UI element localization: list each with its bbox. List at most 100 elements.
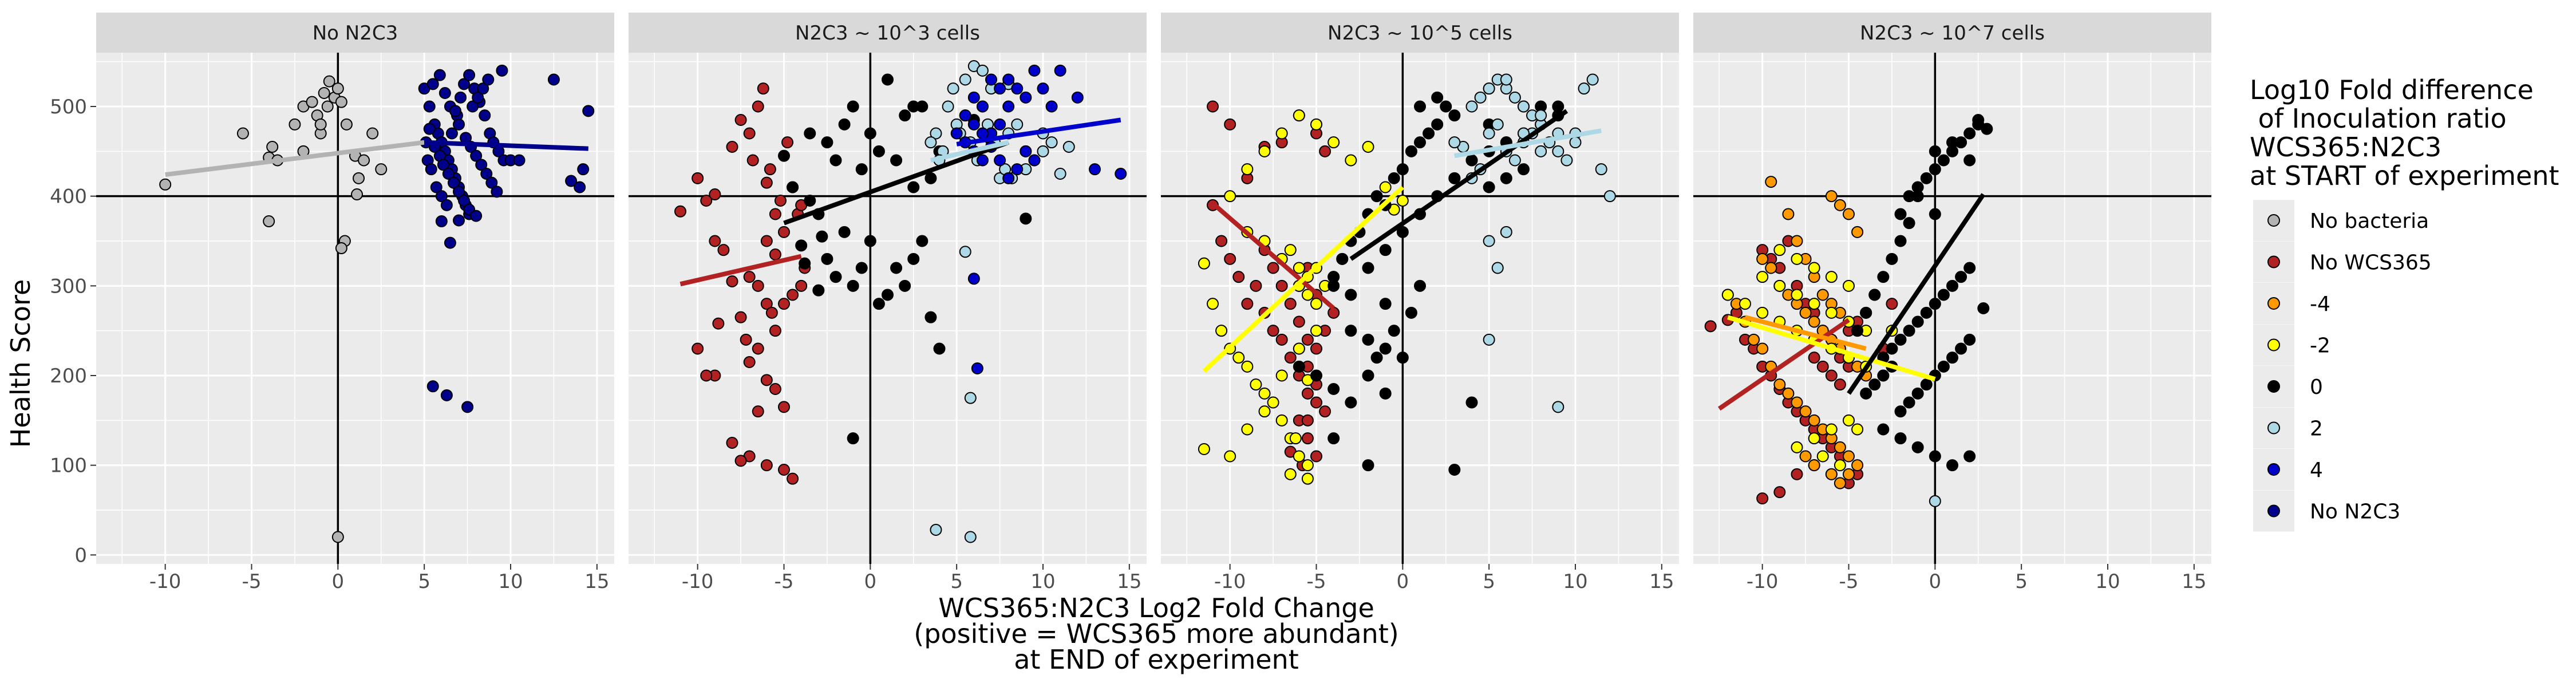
x-tick-label: -10 bbox=[1747, 570, 1779, 593]
data-point bbox=[1345, 325, 1357, 337]
data-point bbox=[472, 91, 484, 104]
data-point bbox=[1799, 306, 1812, 319]
data-point bbox=[855, 262, 868, 274]
data-point bbox=[1877, 423, 1890, 436]
data-point bbox=[1037, 82, 1049, 95]
data-point bbox=[1045, 100, 1058, 113]
data-point bbox=[882, 73, 894, 86]
data-point bbox=[821, 136, 833, 149]
data-point bbox=[1483, 333, 1495, 346]
data-point bbox=[470, 210, 483, 222]
panel-2: N2C3 ~ 10^3 cells -10 -5 0 5 10 15 bbox=[629, 13, 1147, 593]
legend-title-line-2: of Inoculation ratio bbox=[2250, 103, 2507, 134]
data-point bbox=[1756, 342, 1769, 355]
data-point bbox=[1379, 298, 1392, 310]
data-point bbox=[1319, 405, 1332, 418]
data-point bbox=[907, 181, 920, 194]
data-point bbox=[1843, 279, 1855, 292]
data-point bbox=[236, 127, 249, 140]
data-point bbox=[1868, 289, 1881, 301]
data-point bbox=[1396, 163, 1409, 176]
data-point bbox=[1765, 262, 1777, 274]
data-point bbox=[971, 362, 983, 374]
data-point bbox=[765, 306, 778, 319]
data-point bbox=[1232, 352, 1245, 364]
data-point bbox=[314, 118, 327, 131]
data-point bbox=[1773, 244, 1786, 256]
legend-label: -2 bbox=[2310, 334, 2330, 358]
data-point bbox=[375, 163, 388, 176]
data-point bbox=[423, 123, 436, 135]
data-point bbox=[1508, 91, 1521, 104]
data-point bbox=[1414, 136, 1426, 149]
data-point bbox=[1370, 190, 1383, 203]
data-point bbox=[746, 154, 759, 167]
data-point bbox=[743, 356, 756, 368]
legend-entry-0: 0 bbox=[2253, 366, 2323, 407]
data-point bbox=[447, 176, 460, 189]
data-point bbox=[930, 523, 942, 536]
data-point bbox=[1327, 383, 1340, 395]
data-point bbox=[426, 78, 439, 90]
x-axis-title-line-2: (positive = WCS365 more abundant) bbox=[914, 618, 1398, 649]
data-point bbox=[994, 82, 1006, 95]
data-point bbox=[1345, 289, 1357, 301]
data-point bbox=[1483, 127, 1495, 140]
data-point bbox=[942, 100, 954, 113]
panel-1: No N2C3 -10 -5 0 5 10 15 0 100 200 300 400 500 bbox=[50, 13, 614, 593]
data-point bbox=[890, 154, 903, 167]
data-point bbox=[692, 172, 704, 184]
data-point bbox=[1721, 289, 1734, 301]
data-point bbox=[994, 154, 1006, 167]
data-point bbox=[829, 271, 842, 283]
data-point bbox=[1782, 387, 1795, 400]
data-point bbox=[1207, 100, 1219, 113]
data-point bbox=[916, 235, 929, 247]
data-point bbox=[1825, 271, 1838, 283]
data-point bbox=[1310, 342, 1322, 355]
data-point bbox=[1825, 423, 1838, 436]
data-point bbox=[1284, 244, 1297, 256]
data-point bbox=[778, 226, 790, 238]
data-point bbox=[1808, 262, 1820, 274]
data-point bbox=[1894, 405, 1907, 418]
plot-background bbox=[629, 53, 1147, 564]
data-point bbox=[479, 109, 491, 122]
data-point bbox=[1011, 82, 1024, 95]
data-point bbox=[1765, 176, 1777, 188]
legend-entry-no-wcs365: No WCS365 bbox=[2253, 241, 2432, 283]
data-point bbox=[491, 185, 503, 198]
data-point bbox=[1808, 352, 1820, 364]
data-point bbox=[475, 159, 488, 171]
data-point bbox=[709, 188, 721, 201]
data-point bbox=[1955, 271, 1967, 283]
data-point bbox=[1851, 325, 1864, 337]
x-tick-label: 0 bbox=[332, 570, 345, 593]
data-point bbox=[1241, 298, 1254, 310]
data-point bbox=[435, 215, 448, 228]
data-point bbox=[1301, 432, 1314, 445]
data-point bbox=[1791, 441, 1803, 453]
data-point bbox=[1877, 271, 1890, 283]
data-point bbox=[449, 105, 461, 117]
data-point bbox=[477, 82, 489, 95]
data-point bbox=[442, 168, 455, 180]
facet-title: N2C3 ~ 10^5 cells bbox=[1327, 22, 1512, 45]
data-point bbox=[816, 230, 828, 243]
data-point bbox=[964, 531, 977, 543]
data-point bbox=[838, 118, 851, 131]
data-point bbox=[1748, 333, 1760, 346]
data-point bbox=[1215, 325, 1228, 337]
data-point bbox=[1929, 208, 1941, 220]
data-point bbox=[781, 136, 794, 149]
data-point bbox=[994, 118, 1006, 131]
data-point bbox=[1020, 145, 1032, 157]
data-point bbox=[812, 284, 825, 297]
data-point bbox=[864, 127, 876, 140]
data-point bbox=[1834, 441, 1846, 453]
data-point bbox=[1275, 333, 1288, 346]
series-0 bbox=[778, 73, 1032, 445]
data-point bbox=[933, 342, 946, 355]
data-point bbox=[855, 163, 868, 176]
x-axis-title-line-1: WCS365:N2C3 Log2 Fold Change bbox=[938, 593, 1374, 623]
